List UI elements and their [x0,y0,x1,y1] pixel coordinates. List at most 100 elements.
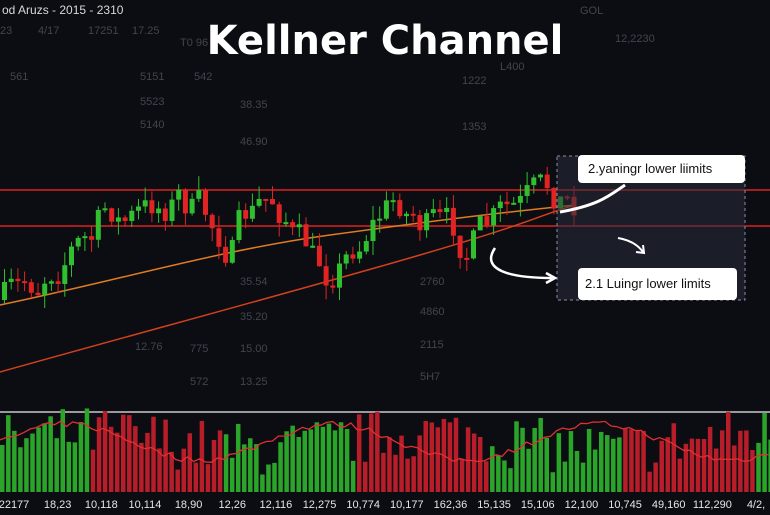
candle [531,177,537,186]
x-label: 4/2, [747,499,765,511]
candle [48,281,54,284]
x-label: 112,290 [693,499,732,511]
background-label: 13.25 [240,376,268,388]
candle [89,236,95,240]
indicator-bar [526,448,531,492]
indicator-bar [629,429,634,492]
candle [115,217,121,222]
candle [471,230,476,259]
caption: od Aruzs - 2015 - 2310 [2,3,124,17]
indicator-bar [284,431,289,492]
indicator-bar [72,442,78,492]
indicator-bar [550,472,556,492]
indicator-bar [532,427,537,492]
indicator-bar [580,462,586,492]
indicator-bar [671,423,677,492]
background-label: L400 [500,61,524,73]
callout-text: 2.yaningr lower liimits [588,161,713,176]
candle [270,198,275,205]
candle [464,257,470,260]
indicator-bar [36,427,41,492]
indicator-bar [18,447,23,492]
candle [404,213,409,217]
candle [397,200,403,217]
indicator-bar [387,437,392,492]
candle [417,215,423,231]
candle [390,200,396,203]
x-label: 10,177 [390,499,424,511]
background-label: 572 [190,376,208,388]
indicator-bar [459,458,465,492]
indicator-bar [314,422,320,492]
indicator-bar [659,440,664,492]
indicator-panel [0,408,770,492]
background-label: 4/17 [38,25,59,37]
candle [189,198,195,214]
indicator-bar [356,414,362,492]
x-labels: 22177 18,23 10,118 10,114 18,90 12,26 12,116 12… [0,499,765,511]
background-labels: 23 4/17 17251 17.25 T0 96 561 5151 542 5523 5140 3… [0,5,655,388]
indicator-bar [272,462,277,492]
indicator-bar [139,442,144,492]
background-label: 12,2230 [615,33,655,45]
candle [363,241,369,252]
candle [551,188,557,209]
indicator-bar [242,444,247,492]
indicator-bar [435,427,441,492]
x-label: 12,275 [303,499,337,511]
background-label: GOL [580,5,603,17]
candle [283,222,289,225]
candle [28,282,34,293]
indicator-bar [750,450,755,492]
indicator-bar [405,458,410,492]
candle [82,236,88,239]
indicator-bar [332,430,338,492]
indicator-bar [719,430,725,492]
candle [129,210,135,221]
callout-box [578,155,745,183]
candle [102,208,108,211]
candle [504,201,510,205]
indicator-bar [133,426,138,492]
indicator-bar [42,423,47,492]
indicator-bar [399,435,404,492]
callout-text: 2.1 Luingr lower limits [585,276,711,291]
indicator-bar [187,433,193,492]
candle [450,207,456,236]
candle [263,198,269,201]
indicator-bar [502,460,507,492]
background-label: 561 [10,71,28,83]
candle [323,266,329,286]
candle [256,198,262,206]
arrow [559,183,626,214]
x-label: 12,26 [218,499,246,511]
indicator-bar [24,438,29,492]
indicator-bar [641,430,646,492]
indicator-bar [689,438,695,492]
candle [209,214,215,229]
candle [42,283,48,296]
candle [424,213,430,231]
candle [236,210,242,241]
indicator-bar [381,452,386,492]
indicator-bar [592,449,598,492]
indicator-bar [562,461,568,492]
x-label: 15,135 [477,499,511,511]
candle [477,216,483,231]
candle [491,208,497,226]
indicator-bar [121,414,126,492]
candle [316,245,322,267]
candle [216,228,222,247]
x-label: 18,90 [175,499,203,511]
background-label: 12.76 [135,341,163,353]
indicator-bar [417,435,422,492]
indicator-bar [260,474,265,492]
candle [357,251,363,259]
background-label: 38.35 [240,99,268,111]
indicator-bar [375,411,380,492]
indicator-bar [114,432,120,492]
indicator-bar [574,450,580,492]
indicator-bar [538,417,543,492]
indicator-bar [617,437,622,492]
x-label: 12,116 [259,499,292,511]
